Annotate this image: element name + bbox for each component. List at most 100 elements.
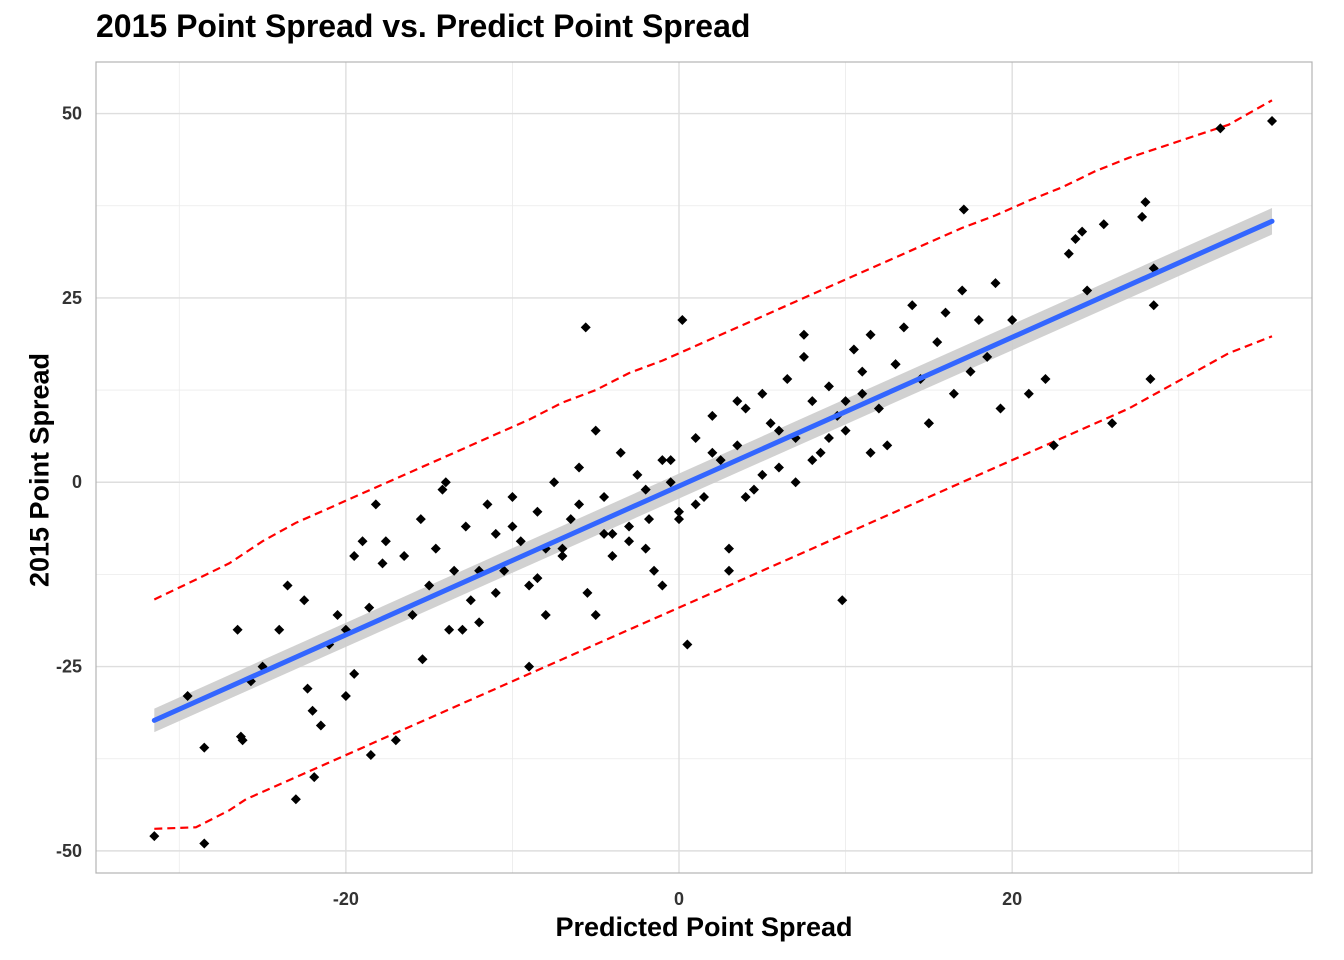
data-point	[723, 565, 734, 576]
data-point	[349, 668, 360, 679]
data-point	[199, 742, 210, 753]
data-point	[309, 772, 320, 783]
data-point	[807, 396, 818, 407]
y-tick-label: 50	[62, 104, 82, 124]
data-point	[723, 543, 734, 554]
data-point	[674, 514, 685, 525]
data-point	[424, 580, 435, 591]
data-point	[364, 602, 375, 613]
data-point	[507, 521, 518, 532]
data-point	[315, 720, 326, 731]
data-point	[615, 447, 626, 458]
data-point	[607, 528, 618, 539]
data-point	[599, 528, 610, 539]
data-point	[1267, 115, 1278, 126]
axis-ticks: -20 0 20 -50 -25 0 25 50	[56, 104, 1022, 909]
data-point	[580, 322, 591, 333]
data-point	[299, 595, 310, 606]
data-point	[624, 536, 635, 547]
y-tick-label: 25	[62, 288, 82, 308]
data-point	[823, 381, 834, 392]
data-point	[365, 750, 376, 761]
data-point	[857, 366, 868, 377]
chart-title: 2015 Point Spread vs. Predict Point Spre…	[96, 8, 751, 44]
data-point	[1140, 197, 1151, 208]
data-point	[332, 609, 343, 620]
data-point	[748, 484, 759, 495]
data-point	[415, 514, 426, 525]
data-point	[449, 565, 460, 576]
data-point	[590, 425, 601, 436]
data-point	[923, 418, 934, 429]
data-point	[865, 329, 876, 340]
data-point	[574, 462, 585, 473]
data-point	[1048, 440, 1059, 451]
data-point	[682, 639, 693, 650]
prediction-interval-lower	[154, 335, 1273, 830]
data-point	[715, 455, 726, 466]
data-point	[640, 484, 651, 495]
data-point	[457, 624, 468, 635]
data-point	[807, 455, 818, 466]
data-point	[815, 447, 826, 458]
data-point	[644, 514, 655, 525]
y-tick-label: -50	[56, 841, 82, 861]
data-point	[957, 285, 968, 296]
data-point	[377, 558, 388, 569]
data-point	[1070, 233, 1081, 244]
data-point	[540, 609, 551, 620]
data-point	[590, 609, 601, 620]
data-points	[149, 115, 1278, 849]
y-tick-label: -25	[56, 657, 82, 677]
data-point	[465, 595, 476, 606]
data-point	[149, 831, 160, 842]
data-point	[182, 691, 193, 702]
data-point	[958, 204, 969, 215]
data-point	[274, 624, 285, 635]
data-point	[1215, 123, 1226, 134]
data-point	[307, 705, 318, 716]
data-point	[707, 447, 718, 458]
prediction-intervals	[153, 99, 1273, 830]
data-point	[823, 433, 834, 444]
data-point	[499, 565, 510, 576]
data-point	[940, 307, 951, 318]
x-tick-label: 0	[674, 889, 684, 909]
data-point	[798, 351, 809, 362]
data-point	[357, 536, 368, 547]
data-point	[1098, 219, 1109, 230]
data-point	[773, 462, 784, 473]
data-point	[507, 491, 518, 502]
data-point	[515, 536, 526, 547]
data-point	[349, 550, 360, 561]
data-point	[474, 617, 485, 628]
data-point	[782, 374, 793, 385]
data-point	[1137, 211, 1148, 222]
data-point	[840, 425, 851, 436]
data-point	[290, 794, 301, 805]
fit-line-group	[151, 218, 1275, 723]
data-point	[632, 469, 643, 480]
data-point	[490, 587, 501, 598]
data-point	[532, 573, 543, 584]
data-point	[370, 499, 381, 510]
data-point	[282, 580, 293, 591]
data-point	[574, 499, 585, 510]
data-point	[1077, 226, 1088, 237]
data-point	[482, 499, 493, 510]
data-point	[965, 366, 976, 377]
data-point	[557, 543, 568, 554]
data-point	[740, 403, 751, 414]
data-point	[1145, 374, 1156, 385]
data-point	[599, 491, 610, 502]
data-point	[624, 521, 635, 532]
data-point	[340, 691, 351, 702]
data-point	[707, 410, 718, 421]
data-point	[907, 300, 918, 311]
data-point	[582, 587, 593, 598]
prediction-interval-upper	[153, 99, 1273, 601]
data-point	[1148, 300, 1159, 311]
data-point	[740, 491, 751, 502]
data-point	[790, 477, 801, 488]
data-point	[1007, 315, 1018, 326]
